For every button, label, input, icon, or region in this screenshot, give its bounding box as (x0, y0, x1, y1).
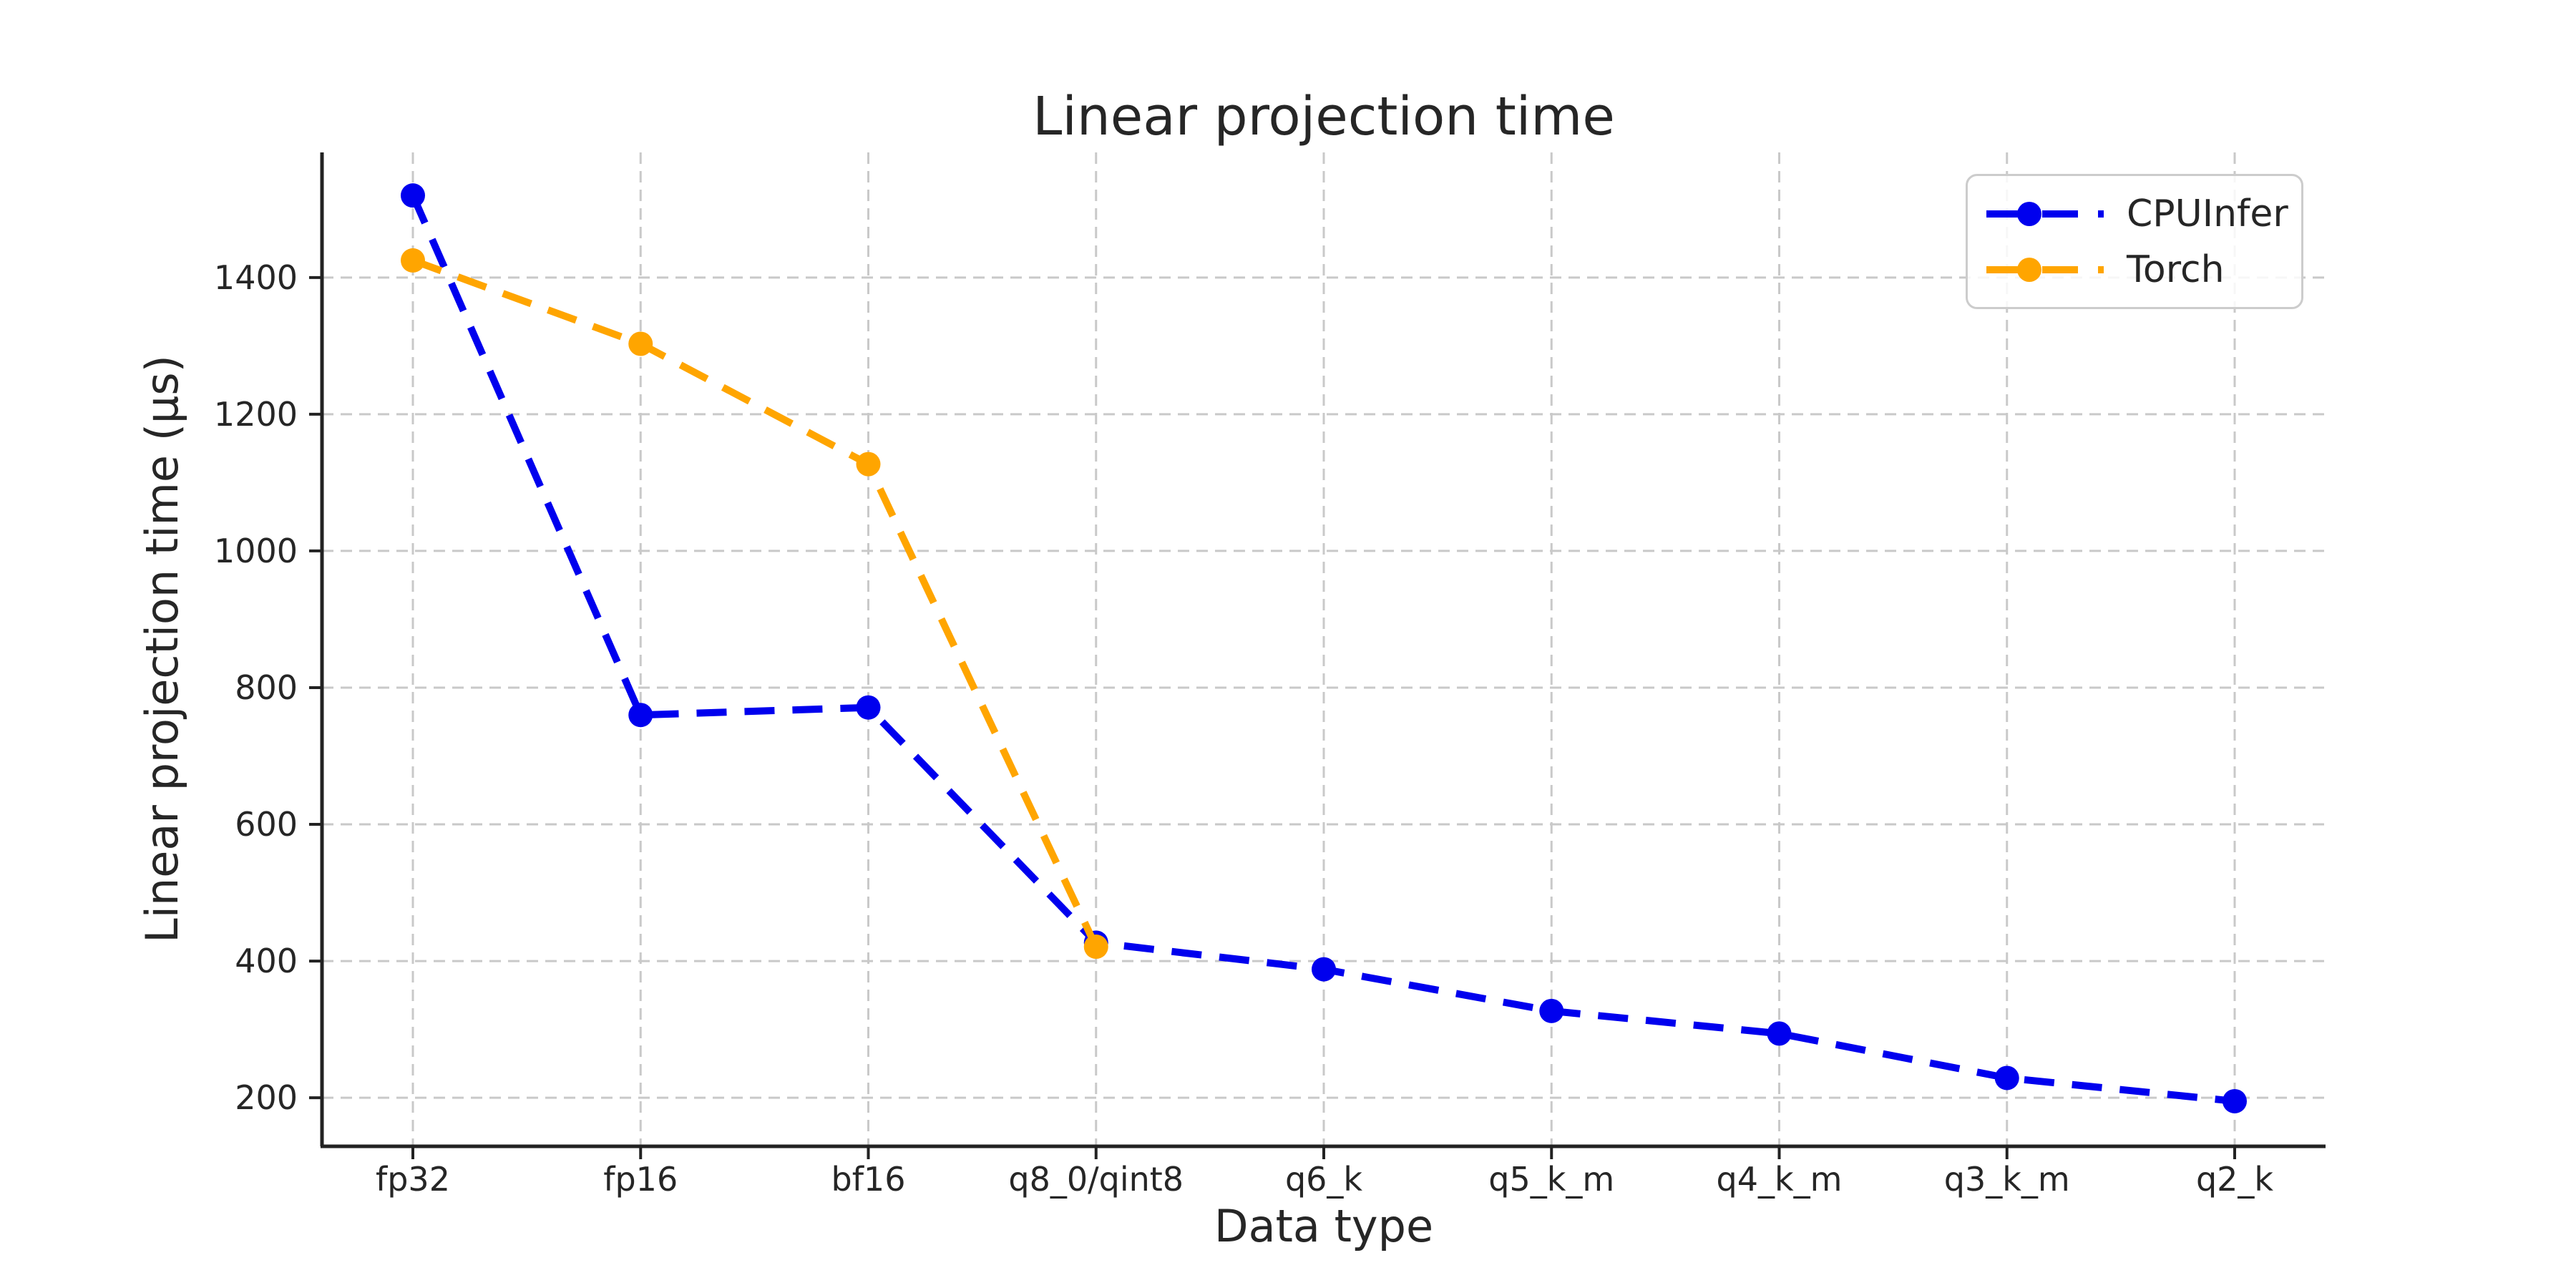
y-tick-label: 200 (235, 1078, 298, 1117)
legend-item-torch: Torch (1985, 251, 2301, 288)
data-point-torch (628, 331, 653, 356)
y-tick-label: 600 (235, 805, 298, 844)
data-point-torch (401, 248, 425, 273)
chart-title: Linear projection time (1033, 86, 1615, 147)
series-line-torch (411, 257, 1100, 949)
y-tick-label: 400 (235, 942, 298, 980)
data-point-cpuinfer (1312, 957, 1336, 982)
x-tick-label: bf16 (831, 1160, 906, 1199)
y-tick-label: 1400 (214, 258, 298, 297)
legend-line-sample-icon (1986, 201, 2104, 226)
y-tick-label: 1000 (214, 532, 298, 570)
data-point-cpuinfer (628, 703, 653, 728)
x-tick-label: q6_k (1285, 1160, 1362, 1199)
x-tick-label: q5_k_m (1488, 1160, 1614, 1199)
legend-label: Torch (2127, 248, 2225, 291)
data-point-torch (1083, 935, 1108, 960)
legend: CPUInfer Torch (1966, 174, 2303, 309)
data-point-cpuinfer (401, 183, 425, 208)
x-tick-label: q4_k_m (1717, 1160, 1843, 1199)
y-tick-label: 1200 (214, 395, 298, 434)
x-tick-label: q3_k_m (1944, 1160, 2070, 1199)
y-axis-label: Linear projection time (μs) (136, 355, 188, 943)
x-tick-label: fp32 (376, 1160, 450, 1199)
x-axis-label: Data type (1214, 1200, 1434, 1252)
data-point-cpuinfer (1539, 998, 1564, 1023)
data-point-cpuinfer (2223, 1088, 2247, 1113)
data-point-cpuinfer (1994, 1065, 2019, 1091)
legend-line-sample-icon (1986, 257, 2104, 282)
x-tick-label: q2_k (2196, 1160, 2273, 1199)
x-tick-label: q8_0/qint8 (1008, 1160, 1184, 1199)
y-tick-label: 800 (235, 668, 298, 707)
data-point-cpuinfer (856, 695, 881, 720)
data-point-cpuinfer (1767, 1021, 1792, 1046)
legend-item-cpuinfer: CPUInfer (1985, 195, 2301, 233)
legend-label: CPUInfer (2127, 192, 2288, 235)
x-tick-label: fp16 (603, 1160, 678, 1199)
data-point-torch (856, 452, 881, 477)
